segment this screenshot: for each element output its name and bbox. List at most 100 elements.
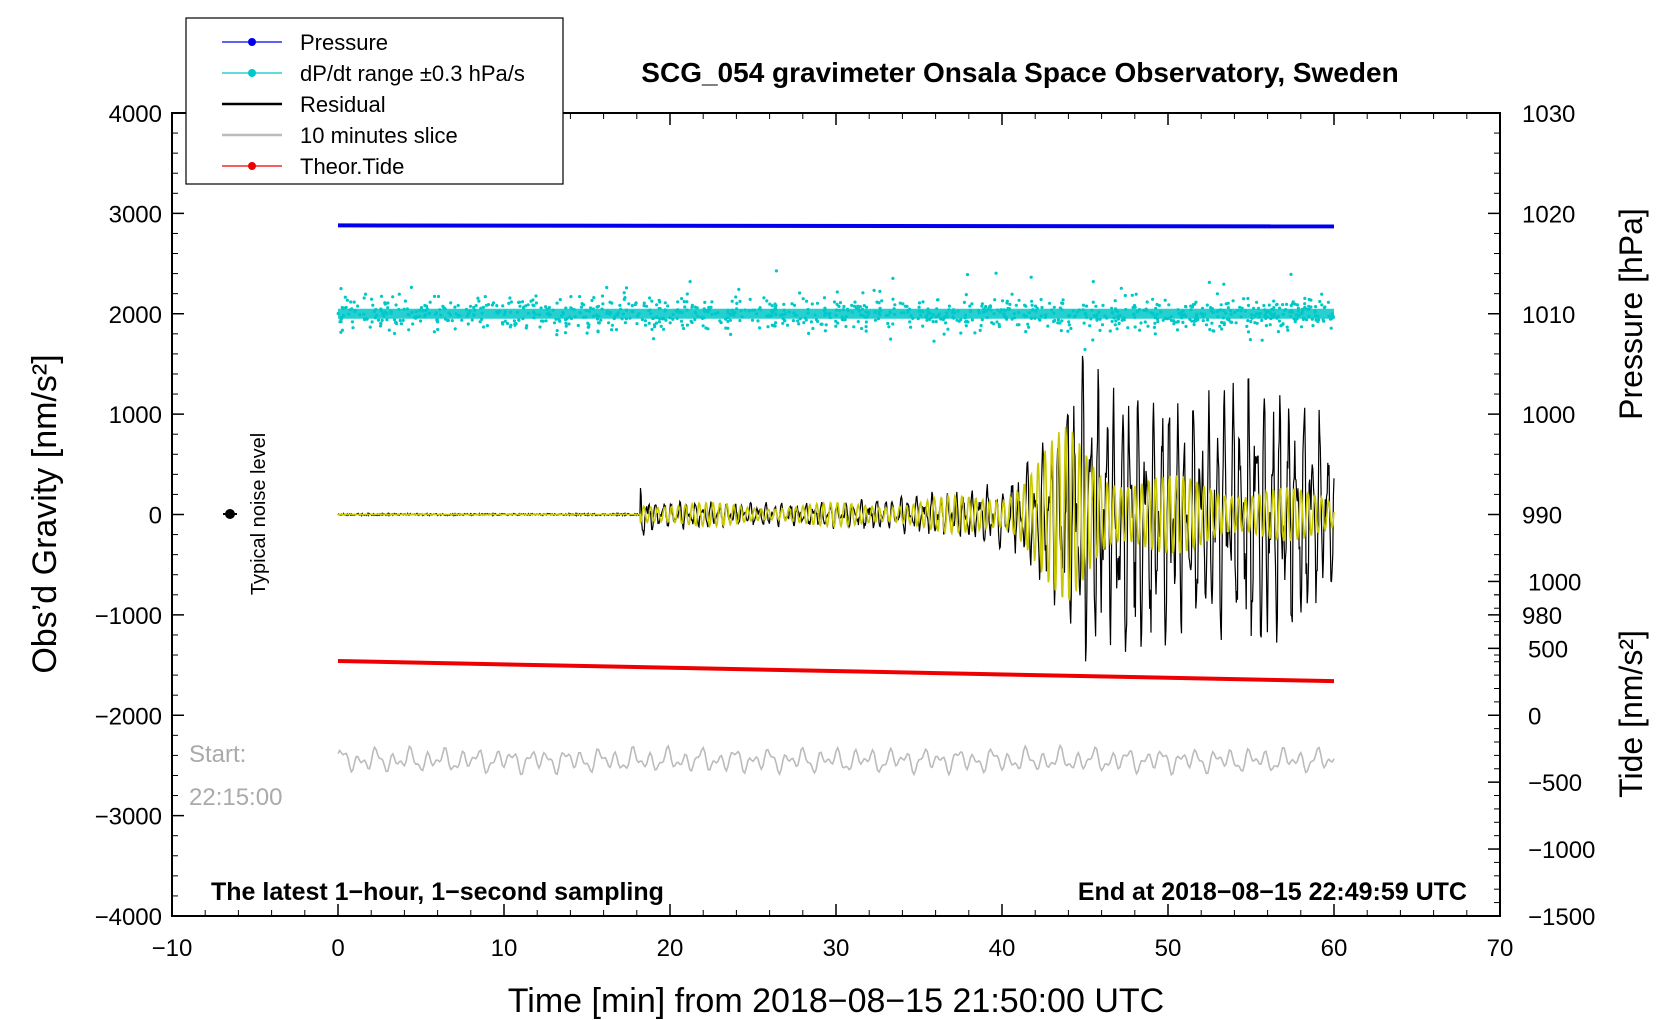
dpdt-point	[1022, 313, 1026, 317]
dpdt-point	[964, 324, 968, 328]
dpdt-point	[391, 295, 395, 299]
dpdt-point	[526, 303, 530, 307]
dpdt-point	[1243, 309, 1247, 313]
dpdt-point	[370, 320, 374, 324]
dpdt-point	[1030, 299, 1034, 303]
dpdt-point	[1286, 328, 1290, 332]
dpdt-point	[653, 325, 657, 329]
dpdt-point	[472, 313, 476, 317]
dpdt-point	[651, 316, 655, 321]
dpdt-point	[1262, 303, 1266, 308]
dpdt-point	[1249, 319, 1253, 324]
dpdt-point	[474, 304, 478, 308]
dpdt-point	[1238, 305, 1242, 309]
dpdt-point	[1097, 310, 1101, 314]
dpdt-point	[726, 308, 730, 312]
dpdt-point	[503, 319, 507, 323]
dpdt-point	[501, 304, 505, 308]
dpdt-point	[917, 301, 922, 305]
dpdt-point	[676, 310, 680, 314]
dpdt-point	[768, 302, 772, 306]
dpdt-point	[1154, 306, 1158, 310]
dpdt-point	[563, 331, 568, 335]
tide-tick-label: −1000	[1528, 837, 1595, 864]
dpdt-point	[1153, 321, 1157, 325]
dpdt-point	[1035, 306, 1039, 310]
dpdt-point	[726, 311, 730, 315]
dpdt-point	[984, 304, 988, 309]
dpdt-point	[835, 290, 839, 294]
dpdt-point	[1248, 338, 1252, 342]
dpdt-point	[1026, 322, 1030, 326]
dpdt-point	[1310, 317, 1314, 321]
dpdt-point	[478, 320, 482, 324]
dpdt-point	[1157, 303, 1161, 308]
dpdt-point	[1277, 319, 1281, 323]
dpdt-point	[1263, 313, 1267, 317]
dpdt-point	[666, 304, 670, 308]
dpdt-point	[1095, 318, 1099, 322]
dpdt-point	[385, 318, 389, 322]
dpdt-point	[844, 315, 848, 319]
x-tick-label: 0	[331, 935, 344, 962]
dpdt-point	[569, 295, 573, 299]
dpdt-point	[1135, 310, 1139, 314]
dpdt-point	[783, 312, 787, 316]
dpdt-point	[453, 305, 457, 309]
dpdt-point	[1255, 300, 1259, 304]
dpdt-point	[1114, 319, 1118, 323]
dpdt-point	[900, 311, 904, 315]
dpdt-point	[1295, 303, 1299, 307]
dpdt-point	[1245, 324, 1249, 328]
dpdt-point	[578, 311, 582, 315]
dpdt-point	[389, 311, 393, 315]
dpdt-point	[1132, 312, 1136, 316]
dpdt-point	[862, 304, 866, 308]
dpdt-point	[340, 328, 344, 332]
pressure-tick-label: 980	[1522, 603, 1562, 630]
dpdt-point	[770, 304, 774, 308]
dpdt-point	[1115, 327, 1119, 331]
pressure-tick-label: 1010	[1522, 302, 1575, 329]
start-time: 22:15:00	[189, 784, 282, 811]
dpdt-point	[1156, 319, 1160, 324]
dpdt-point	[495, 310, 499, 314]
dpdt-point	[1322, 306, 1326, 310]
dpdt-point	[859, 313, 863, 317]
dpdt-point	[1233, 310, 1237, 315]
dpdt-point	[1015, 323, 1020, 327]
dpdt-point	[980, 318, 984, 322]
dpdt-point	[952, 308, 956, 312]
dpdt-point	[750, 318, 755, 322]
dpdt-point	[1255, 321, 1259, 325]
dpdt-point	[525, 324, 529, 328]
dpdt-point	[409, 285, 413, 289]
dpdt-point	[1048, 301, 1052, 305]
tide-tick-label: 1000	[1528, 569, 1581, 596]
dpdt-point	[399, 322, 403, 326]
dpdt-point	[860, 307, 865, 311]
dpdt-point	[852, 304, 857, 308]
dpdt-point	[857, 309, 862, 313]
dpdt-point	[790, 302, 794, 306]
dpdt-point	[663, 308, 667, 312]
dpdt-point	[924, 315, 928, 319]
dpdt-point	[873, 318, 878, 322]
dpdt-point	[587, 309, 591, 313]
dpdt-point	[1116, 310, 1120, 314]
dpdt-point	[568, 315, 572, 319]
dpdt-point	[841, 308, 846, 312]
dpdt-point	[578, 295, 582, 299]
dpdt-point	[710, 312, 714, 316]
dpdt-point	[1103, 314, 1107, 318]
dpdt-point	[620, 317, 624, 321]
dpdt-point	[466, 322, 470, 326]
dpdt-point	[1033, 316, 1037, 320]
dpdt-point	[624, 308, 629, 312]
y-tick-label: 2000	[109, 302, 162, 329]
dpdt-point	[739, 309, 743, 313]
dpdt-point	[1297, 314, 1301, 318]
legend: Pressure dP/dt range ±0.3 hPa/s Residual 10…	[185, 17, 564, 185]
dpdt-point	[622, 291, 626, 295]
dpdt-point	[1242, 297, 1246, 301]
